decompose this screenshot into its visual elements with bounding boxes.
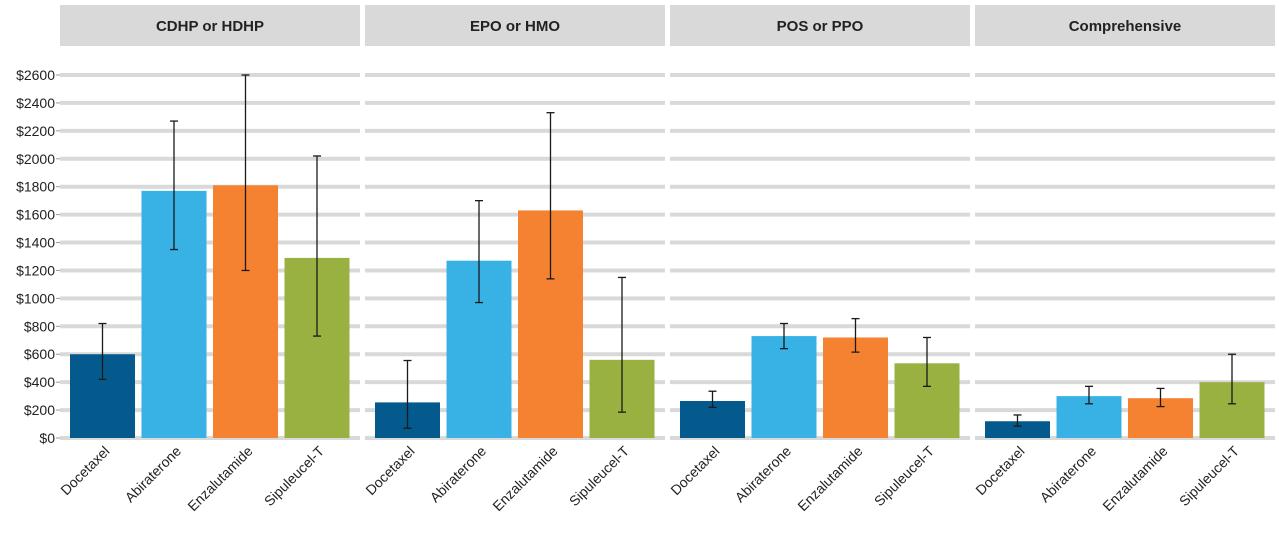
bar xyxy=(985,421,1050,438)
category-label: Enzalutamide xyxy=(794,443,865,514)
panel-title: Comprehensive xyxy=(1069,18,1182,35)
panel-header xyxy=(670,5,970,46)
panel-header xyxy=(975,5,1275,46)
category-label: Docetaxel xyxy=(362,443,417,498)
y-tick-label: $200 xyxy=(24,402,55,418)
category-label: Enzalutamide xyxy=(1099,443,1170,514)
panel-title: CDHP or HDHP xyxy=(156,18,264,35)
y-tick-label: $600 xyxy=(24,346,55,362)
category-label: Enzalutamide xyxy=(489,443,560,514)
category-label: Abiraterone xyxy=(1037,443,1100,506)
panel-header xyxy=(365,5,665,46)
bar xyxy=(823,337,888,438)
y-tick-label: $2000 xyxy=(16,151,55,167)
category-label: Abiraterone xyxy=(122,443,185,506)
y-tick-label: $1600 xyxy=(16,207,55,223)
y-tick-label: $1800 xyxy=(16,179,55,195)
category-label: Enzalutamide xyxy=(184,443,255,514)
panel-title: POS or PPO xyxy=(777,18,864,35)
category-label: Docetaxel xyxy=(972,443,1027,498)
bar xyxy=(751,336,817,438)
y-tick-label: $0 xyxy=(39,430,55,446)
y-tick-label: $1400 xyxy=(16,235,55,251)
panel-title: EPO or HMO xyxy=(470,18,560,35)
category-label: Sipuleucel-T xyxy=(261,443,328,510)
category-label: Sipuleucel-T xyxy=(871,443,938,510)
y-tick-label: $800 xyxy=(24,318,55,334)
category-label: Sipuleucel-T xyxy=(566,443,633,510)
panel-header xyxy=(60,5,360,46)
category-label: Docetaxel xyxy=(667,443,722,498)
category-label: Abiraterone xyxy=(732,443,795,506)
category-label: Docetaxel xyxy=(57,443,112,498)
y-tick-label: $1000 xyxy=(16,290,55,306)
y-tick-label: $400 xyxy=(24,374,55,390)
y-tick-label: $2600 xyxy=(16,67,55,83)
y-tick-label: $2200 xyxy=(16,123,55,139)
y-tick-label: $2400 xyxy=(16,95,55,111)
y-tick-label: $1200 xyxy=(16,262,55,278)
category-label: Abiraterone xyxy=(427,443,490,506)
category-label: Sipuleucel-T xyxy=(1176,443,1243,510)
